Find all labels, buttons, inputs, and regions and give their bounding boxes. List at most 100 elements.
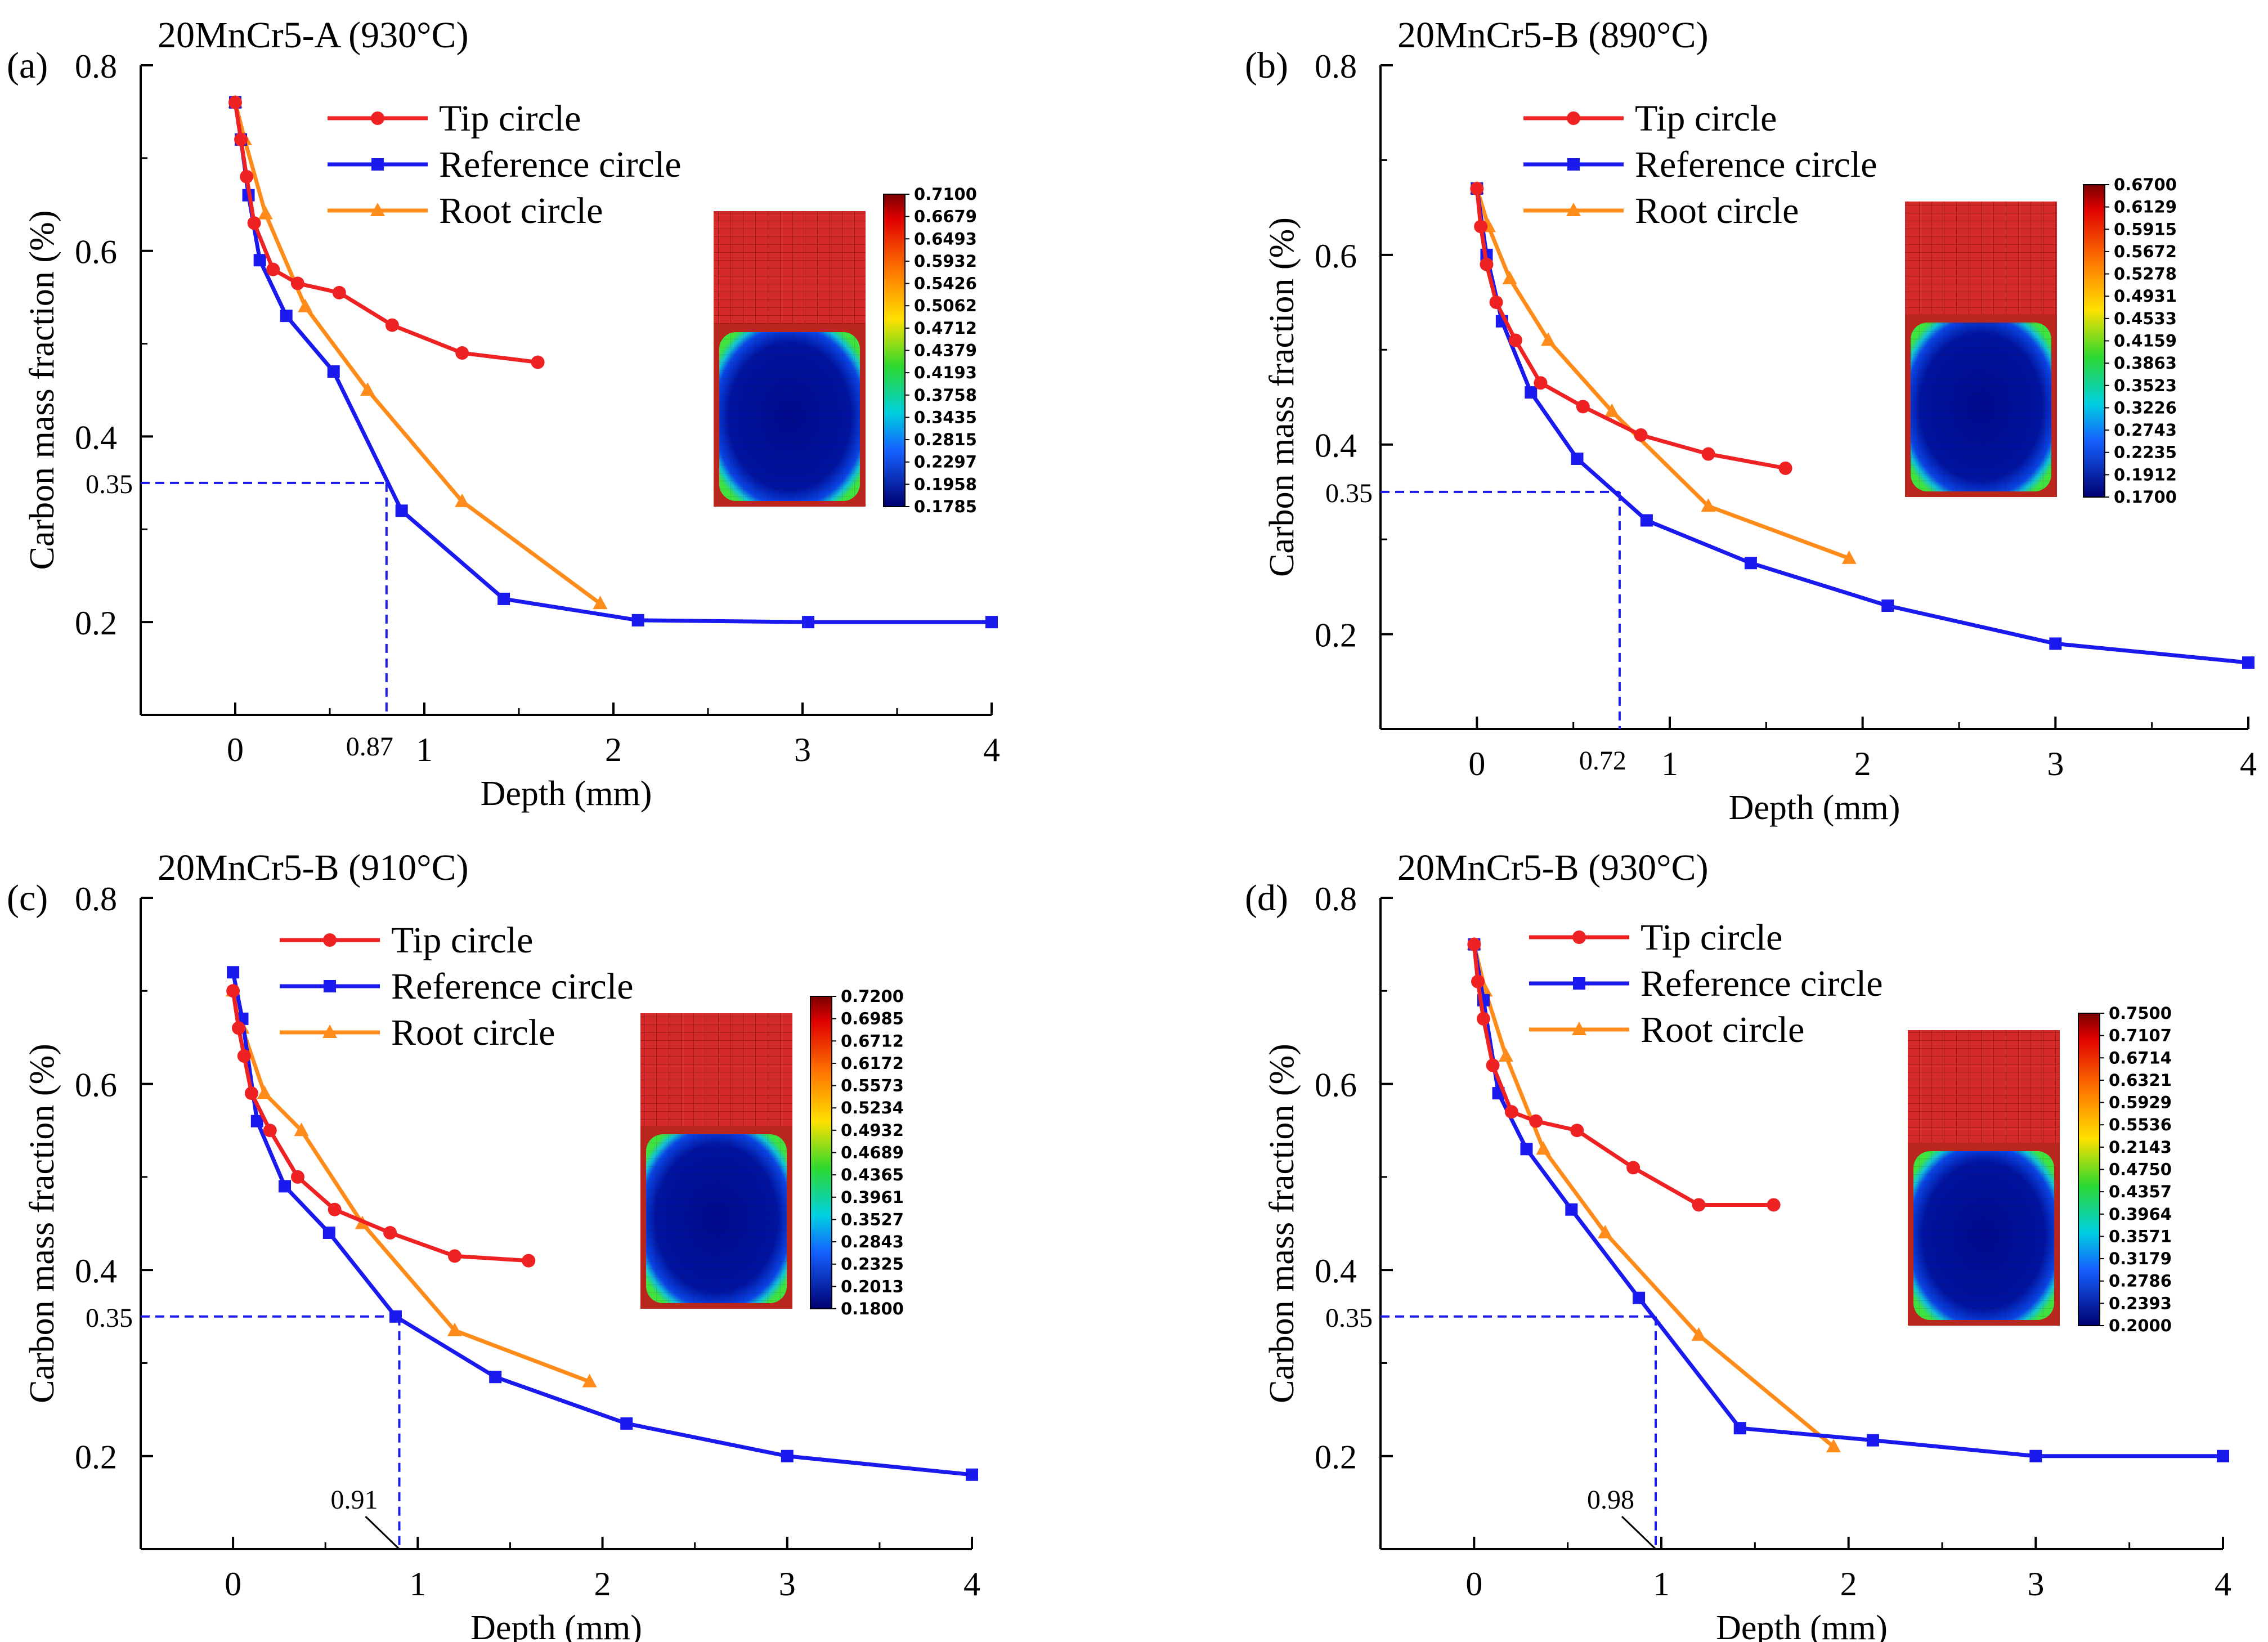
threshold-label: 0.35 <box>86 469 133 499</box>
y-tick-label: 0.8 <box>1315 880 1357 918</box>
y-tick-label: 0.6 <box>75 234 117 271</box>
data-point <box>447 1322 462 1336</box>
colorbar-label: 0.5426 <box>914 274 977 293</box>
data-point <box>383 1226 397 1240</box>
panel-label: (d) <box>1245 878 1288 919</box>
series-line <box>231 990 529 1263</box>
data-point <box>802 616 815 629</box>
contour-inset: 0.7100 0.6679 0.6493 0.5932 0.5426 0.5062 0.47… <box>714 185 977 516</box>
data-point <box>227 966 240 979</box>
legend: Tip circle Reference circle Root circle <box>280 920 633 1053</box>
data-point <box>1826 1439 1841 1453</box>
colorbar-label: 0.2393 <box>2109 1294 2172 1313</box>
series-line <box>1472 944 1774 1207</box>
legend-swatch-marker <box>371 158 384 171</box>
y-tick-label: 0.2 <box>1315 1439 1357 1476</box>
data-point <box>966 1468 978 1481</box>
data-point <box>1502 270 1517 284</box>
data-point <box>1633 1291 1646 1304</box>
core-mesh <box>719 332 860 501</box>
y-tick-label: 0.8 <box>1315 48 1357 85</box>
legend-entry: Reference circle <box>439 144 681 185</box>
contour-inset: 0.7500 0.7107 0.6714 0.6321 0.5929 0.5536 0.21… <box>1908 1004 2172 1335</box>
mesh-grid <box>1905 202 2057 325</box>
colorbar-label: 0.5915 <box>2114 220 2177 239</box>
x-tick-label: 4 <box>2215 1565 2231 1603</box>
colorbar-label: 0.4379 <box>914 341 977 360</box>
data-point <box>385 318 399 332</box>
colorbar-label: 0.4357 <box>2109 1182 2172 1201</box>
colorbar-label: 0.5278 <box>2114 265 2177 284</box>
panel-label: (b) <box>1245 45 1288 86</box>
data-point <box>250 1115 263 1128</box>
legend-swatch-marker <box>370 203 385 216</box>
x-tick-label: 3 <box>2047 745 2064 782</box>
colorbar-label: 0.3758 <box>914 386 977 405</box>
x-tick-label: 4 <box>2240 745 2257 782</box>
data-point <box>279 1180 292 1193</box>
data-point <box>1576 400 1590 414</box>
data-point <box>1767 1198 1781 1212</box>
colorbar-label: 0.3435 <box>914 408 977 427</box>
contour-inset: 0.6700 0.6129 0.5915 0.5672 0.5278 0.4931 0.45… <box>1905 175 2177 507</box>
data-point <box>455 346 469 360</box>
x-tick-label: 3 <box>794 731 811 768</box>
data-point <box>1866 1434 1879 1447</box>
depth-label: 0.98 <box>1587 1485 1634 1515</box>
legend-entry: Reference circle <box>391 966 633 1007</box>
legend-swatch-marker <box>323 933 337 947</box>
series-tip-circle <box>1470 181 1792 475</box>
series-reference-circle <box>227 966 978 1481</box>
data-point <box>1498 1048 1513 1062</box>
y-tick-label: 0.6 <box>75 1067 117 1104</box>
x-tick-label: 4 <box>963 1565 980 1603</box>
threshold-label: 0.35 <box>86 1303 133 1333</box>
x-tick-label: 0 <box>1468 745 1485 782</box>
y-tick-label: 0.8 <box>75 48 117 85</box>
colorbar-label: 0.6985 <box>841 1009 904 1028</box>
colorbar-label: 0.2843 <box>841 1232 904 1251</box>
series-root-circle <box>1469 180 1857 564</box>
legend-entry: Tip circle <box>1641 917 1782 958</box>
colorbar-label: 0.6172 <box>841 1054 904 1073</box>
data-point <box>1520 1143 1533 1156</box>
colorbar <box>2083 184 2105 498</box>
data-point <box>1467 937 1481 951</box>
data-point <box>332 285 346 299</box>
data-point <box>234 132 248 146</box>
colorbar-label: 0.6714 <box>2109 1048 2172 1067</box>
contour-inset: 0.7200 0.6985 0.6712 0.6172 0.5573 0.5234 0.49… <box>640 987 904 1318</box>
x-tick-label: 0 <box>1465 1565 1482 1603</box>
data-point <box>2217 1449 2229 1462</box>
colorbar-label: 0.6321 <box>2109 1071 2172 1090</box>
colorbar-label: 0.4931 <box>2114 287 2177 306</box>
data-point <box>1504 1105 1518 1119</box>
x-tick-label: 1 <box>416 731 433 768</box>
data-point <box>593 596 608 610</box>
y-tick-label: 0.4 <box>1315 1252 1357 1290</box>
data-point <box>1744 557 1757 570</box>
data-point <box>2242 656 2254 669</box>
data-point <box>1541 332 1556 346</box>
colorbar-label: 0.7200 <box>841 987 904 1006</box>
colorbar-label: 0.6129 <box>2114 198 2177 217</box>
mesh-grid <box>640 1013 792 1137</box>
colorbar-label: 0.3863 <box>2114 354 2177 373</box>
chart-title: 20MnCr5-B (910°C) <box>158 847 469 888</box>
legend-entry: Reference circle <box>1635 144 1877 185</box>
colorbar-label: 0.2235 <box>2114 443 2177 462</box>
colorbar-label: 0.7500 <box>2109 1004 2172 1023</box>
core-mesh <box>1913 1151 2054 1320</box>
x-tick-label: 1 <box>1653 1565 1670 1603</box>
y-tick-label: 0.4 <box>75 1252 117 1290</box>
mesh-grid <box>1908 1030 2060 1154</box>
colorbar-label: 0.3523 <box>2114 376 2177 395</box>
colorbar-label: 0.4932 <box>841 1121 904 1140</box>
data-point <box>1534 376 1548 390</box>
colorbar-label: 0.3179 <box>2109 1249 2172 1268</box>
y-axis-label: Carbon mass fraction (%) <box>1263 1044 1301 1403</box>
data-point <box>263 1124 277 1138</box>
chart-panels: 0.2 0.4 0.6 0.8 0 1 2 3 4 Depth (mm) Carbon mass f… <box>7 15 2257 1642</box>
x-tick-label: 3 <box>2027 1565 2044 1603</box>
